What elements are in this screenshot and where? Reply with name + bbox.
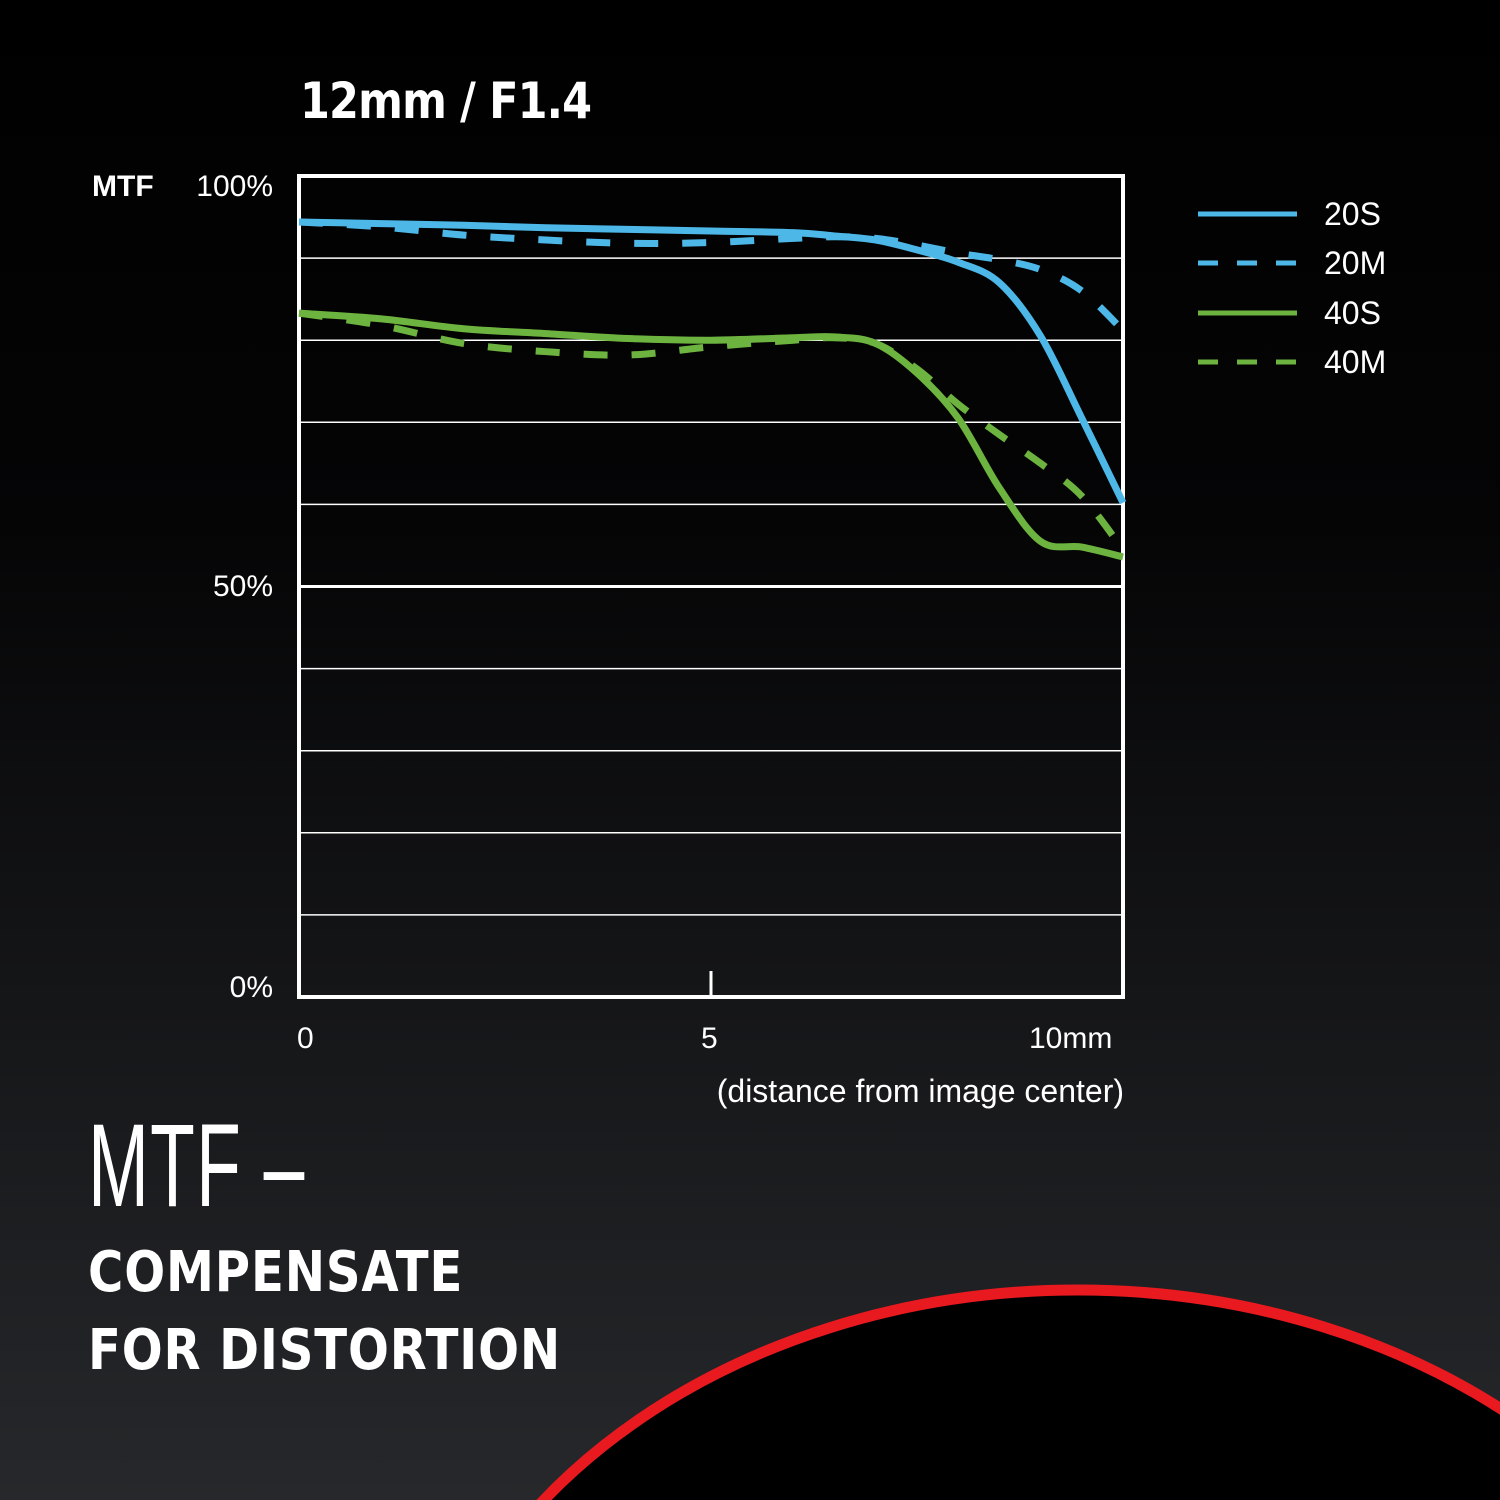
headline-compensate: COMPENSATE — [88, 1240, 464, 1305]
series-line-40s — [298, 309, 1124, 561]
x-tick-0: 0 — [297, 1022, 314, 1055]
series-line-20s — [298, 218, 1127, 505]
series-line-40m — [298, 309, 1126, 552]
y-tick-100: 100% — [196, 170, 273, 203]
x-tick-10: 10mm — [1029, 1022, 1113, 1055]
headline-mtf: MTF – — [88, 1100, 306, 1232]
legend-label-40m: 40M — [1324, 344, 1387, 380]
headline-for-distortion: FOR DISTORTION — [88, 1318, 562, 1383]
data-series — [298, 218, 1127, 561]
legend-label-40s: 40S — [1324, 295, 1381, 331]
y-axis-name: MTF — [92, 170, 154, 203]
legend-label-20m: 20M — [1324, 245, 1387, 281]
y-tick-0: 0% — [229, 971, 273, 1004]
legend-label-20s: 20S — [1324, 196, 1381, 232]
y-tick-50: 50% — [212, 570, 273, 603]
chart-title: 12mm / F1.4 — [300, 72, 592, 130]
x-tick-5: 5 — [701, 1022, 718, 1055]
legend-swatches — [1198, 211, 1297, 365]
series-line-20m — [298, 218, 1126, 333]
gridlines — [299, 257, 1123, 916]
lens-ring-decoration — [536, 1284, 1500, 1500]
x-axis-label: (distance from image center) — [716, 1073, 1124, 1109]
